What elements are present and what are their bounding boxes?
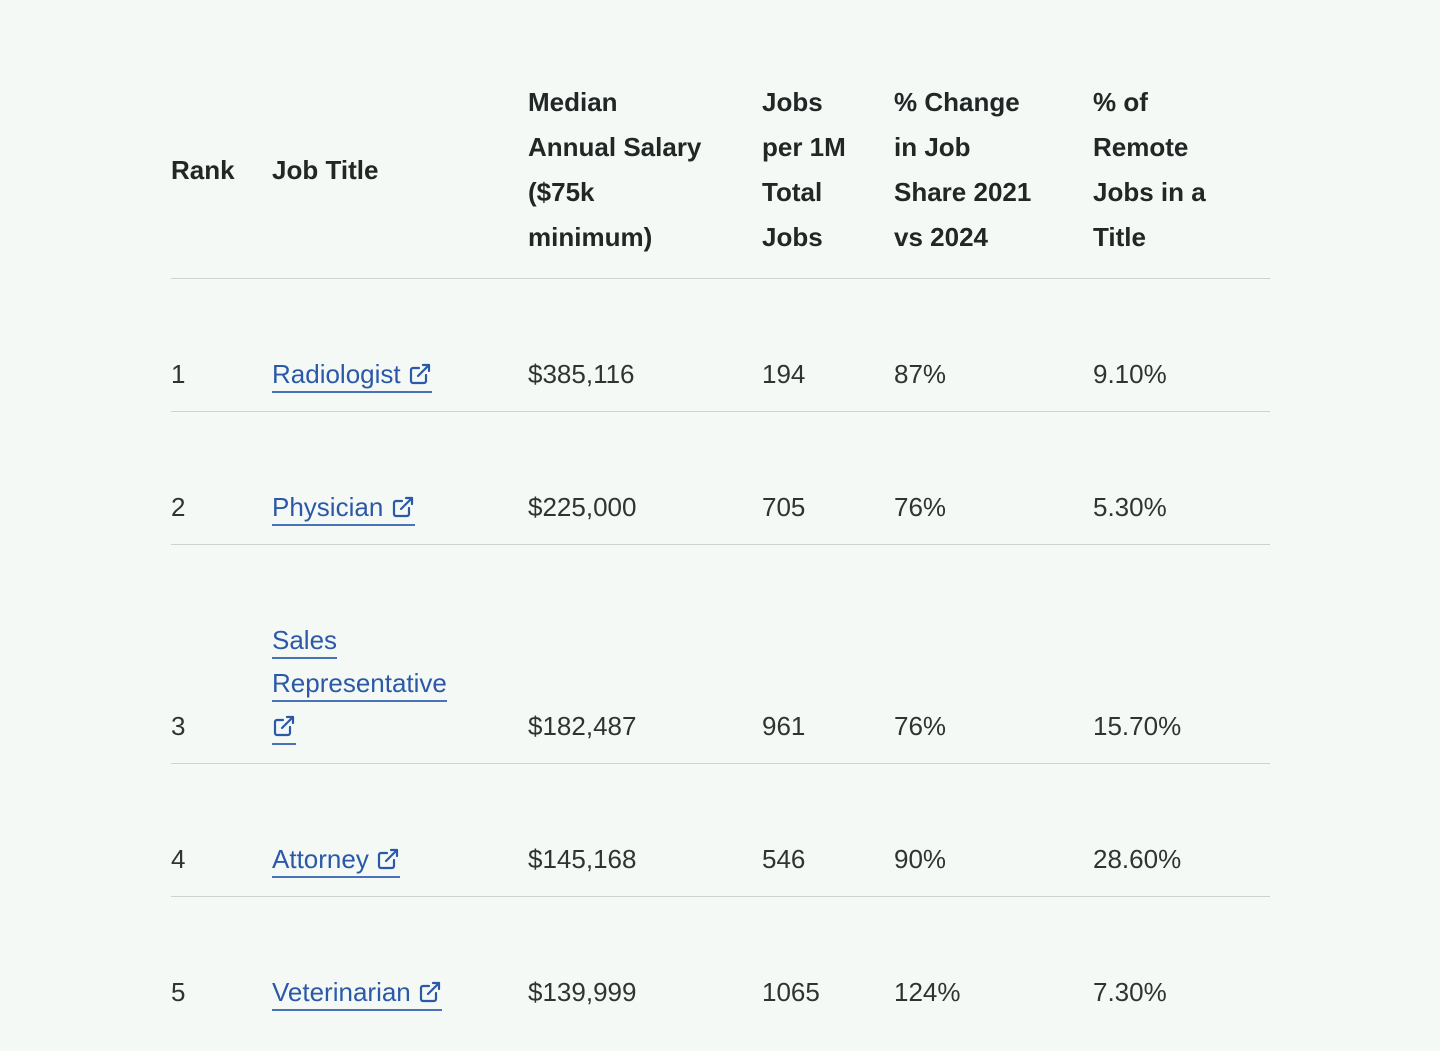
remote-share-cell: 7.30% bbox=[1093, 977, 1167, 1007]
external-link-icon bbox=[392, 496, 413, 518]
jobs-per-1m-cell: 546 bbox=[762, 763, 894, 897]
remote-jobs-table: Rank Job Title Median Annual Salary ($75… bbox=[171, 56, 1270, 1029]
remote-share-cell: 15.70% bbox=[1093, 544, 1270, 764]
rank-cell: 1 bbox=[171, 278, 272, 412]
jobs-per-1m-cell: 705 bbox=[762, 411, 894, 545]
job-title-link[interactable]: Veterinarian bbox=[272, 977, 442, 1011]
job-title-cell: Veterinarian bbox=[272, 897, 528, 1030]
job-share-change-cell: 76% bbox=[894, 411, 1093, 545]
job-share-change-cell: 76% bbox=[894, 544, 1093, 764]
rank-cell: 3 bbox=[171, 544, 272, 764]
link-gap bbox=[411, 977, 418, 1007]
job-title-text: Attorney bbox=[272, 844, 369, 874]
median-salary-cell: $145,168 bbox=[528, 763, 762, 897]
job-title-text: Radiologist bbox=[272, 359, 401, 389]
job-title-cell: Radiologist bbox=[272, 278, 528, 412]
median-salary-cell: $139,999 bbox=[528, 977, 637, 1007]
job-share-change-cell: 124% bbox=[894, 977, 961, 1007]
job-title-cell: Sales Representative bbox=[272, 544, 528, 764]
remote-share-cell: 5.30% bbox=[1093, 411, 1270, 545]
table-row: 3 Sales Representative $182,487 961 76% … bbox=[171, 544, 1270, 764]
link-gap bbox=[401, 359, 408, 389]
table-row: 4 Attorney $145,168 546 90% 28.60% bbox=[171, 763, 1270, 897]
median-salary-cell: $385,116 bbox=[528, 278, 762, 412]
job-title-link[interactable]: Attorney bbox=[272, 844, 401, 878]
jobs-per-1m-cell: 1065 bbox=[762, 977, 820, 1007]
external-link-icon bbox=[409, 363, 430, 385]
external-link-icon bbox=[273, 715, 295, 737]
job-title-text: Veterinarian bbox=[272, 977, 411, 1007]
job-share-change-cell: 90% bbox=[894, 763, 1093, 897]
remote-share-cell: 28.60% bbox=[1093, 763, 1270, 897]
external-link-icon bbox=[377, 848, 399, 870]
job-title-link[interactable]: Sales Representative bbox=[272, 625, 447, 745]
page-content: Rank Job Title Median Annual Salary ($75… bbox=[171, 56, 1270, 1029]
job-title-link[interactable]: Radiologist bbox=[272, 359, 432, 393]
col-header-job-share-change: % Change in Job Share 2021 vs 2024 bbox=[894, 56, 1093, 279]
link-gap bbox=[369, 844, 376, 874]
header-row: Rank Job Title Median Annual Salary ($75… bbox=[171, 56, 1270, 279]
job-title-text: Physician bbox=[272, 492, 384, 522]
table-row: 1 Radiologist $385,116 194 87% 9.10% bbox=[171, 278, 1270, 412]
link-gap bbox=[383, 492, 390, 522]
jobs-per-1m-cell: 194 bbox=[762, 278, 894, 412]
col-header-remote-share: % of Remote Jobs in a Title bbox=[1093, 56, 1270, 279]
table-row: 5 Veterinarian $139,999 1065 124% 7.30% bbox=[171, 897, 1270, 1030]
job-title-text: Sales Representative bbox=[272, 625, 447, 698]
col-header-rank: Rank bbox=[171, 56, 272, 279]
col-header-jobs-per-1m: Jobs per 1M Total Jobs bbox=[762, 56, 894, 279]
job-title-cell: Physician bbox=[272, 411, 528, 545]
rank-cell: 2 bbox=[171, 411, 272, 545]
jobs-per-1m-cell: 961 bbox=[762, 544, 894, 764]
job-title-link[interactable]: Physician bbox=[272, 492, 415, 526]
job-share-change-cell: 87% bbox=[894, 278, 1093, 412]
rank-cell: 4 bbox=[171, 763, 272, 897]
table-row: 2 Physician $225,000 705 76% 5.30% bbox=[171, 411, 1270, 545]
rank-cell: 5 bbox=[171, 977, 186, 1007]
job-title-cell: Attorney bbox=[272, 763, 528, 897]
median-salary-cell: $182,487 bbox=[528, 544, 762, 764]
external-link-icon bbox=[419, 981, 441, 1003]
median-salary-cell: $225,000 bbox=[528, 411, 762, 545]
remote-share-cell: 9.10% bbox=[1093, 278, 1270, 412]
col-header-median-salary: Median Annual Salary ($75k minimum) bbox=[528, 56, 762, 279]
col-header-job-title: Job Title bbox=[272, 56, 528, 279]
